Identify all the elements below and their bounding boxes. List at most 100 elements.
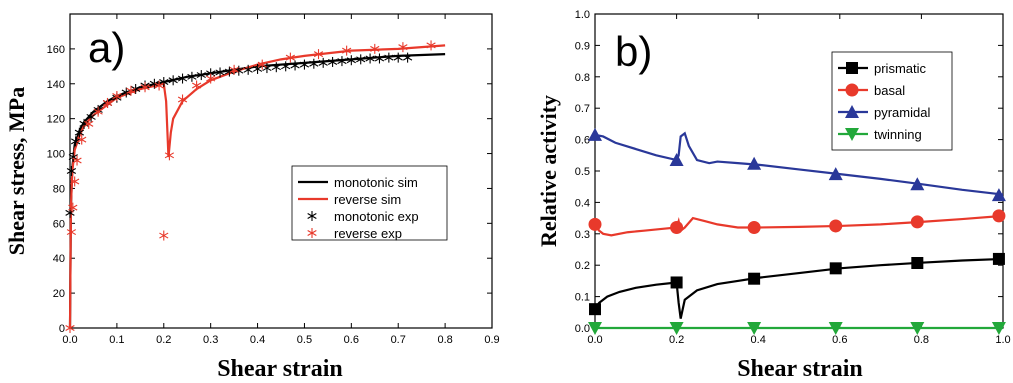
data-point-monotonic-exp	[384, 52, 394, 63]
data-point-reverse-exp	[426, 40, 436, 51]
data-point-reverse-exp	[159, 230, 169, 241]
data-point-reverse-exp	[342, 45, 352, 56]
legend-swatch-marker	[845, 83, 859, 97]
data-point-monotonic-exp	[215, 67, 225, 78]
series-line-pyramidal	[594, 131, 1004, 196]
data-point-twinning	[747, 322, 762, 335]
data-point-monotonic-exp	[402, 52, 413, 63]
data-point-monotonic-exp	[346, 55, 356, 66]
legend-swatch-marker	[307, 228, 317, 238]
panel-a-legend-box	[291, 165, 448, 241]
y-tick-label: 0.4	[575, 197, 590, 209]
x-tick-label: 1.0	[995, 334, 1010, 346]
data-point-reverse-exp	[313, 49, 324, 60]
legend-entry-label: basal	[874, 83, 905, 98]
data-point-reverse-exp	[164, 150, 175, 161]
data-point-reverse-exp	[140, 82, 150, 93]
y-tick-label: 0.2	[575, 260, 590, 272]
panel-b: b) Shear strain Relative activity 0.0 0.2…	[536, 9, 1011, 382]
data-point-reverse-exp	[257, 59, 267, 70]
data-point-monotonic-exp	[196, 70, 206, 81]
legend-entry-label: monotonic sim	[334, 175, 418, 190]
data-point-monotonic-exp	[299, 59, 310, 70]
data-point-reverse-exp	[112, 90, 122, 101]
data-point-basal	[992, 209, 1006, 223]
data-point-monotonic-exp	[309, 58, 319, 69]
y-tick-label: 160	[47, 44, 65, 56]
data-point-monotonic-exp	[243, 64, 253, 75]
panel-a-y-axis-title: Shear stress, MPa	[4, 87, 29, 255]
data-point-monotonic-exp	[177, 73, 188, 84]
data-point-reverse-exp	[126, 85, 136, 96]
legend-swatch-marker	[846, 62, 858, 74]
panel-b-ticks: 0.0 0.2 0.4 0.6 0.8 1.0 0.0 0.1 0.2 0.3 0.4 0.5 0.6 0…	[575, 9, 1011, 346]
y-tick-label: 20	[53, 288, 65, 300]
panel-a-label: a)	[88, 24, 125, 71]
panel-a-ticks: 0.0 0.1 0.2 0.3 0.4 0.5 0.6 0.7 0.8 0.9 0 20 40 60 80 1…	[47, 14, 500, 346]
data-point-reverse-exp	[93, 106, 103, 117]
data-point-reverse-exp	[206, 73, 216, 84]
data-point-twinning	[991, 322, 1006, 335]
data-point-reverse-exp	[370, 43, 380, 54]
y-tick-label: 140	[47, 79, 65, 91]
y-tick-label: 0.5	[575, 166, 590, 178]
data-point-reverse-exp	[84, 118, 94, 129]
y-tick-label: 0.0	[575, 323, 590, 335]
data-point-basal	[588, 217, 602, 231]
y-tick-label: 0.8	[575, 72, 590, 84]
series-line-prismatic	[594, 257, 1004, 319]
data-point-monotonic-exp	[337, 56, 347, 67]
x-tick-label: 0.0	[62, 334, 77, 346]
data-point-twinning	[910, 322, 925, 335]
data-point-twinning	[588, 322, 602, 335]
data-point-monotonic-exp	[318, 57, 328, 68]
data-point-monotonic-exp	[290, 60, 300, 71]
data-point-reverse-exp	[65, 323, 75, 333]
data-point-twinning	[828, 322, 843, 335]
x-tick-label: 0.5	[297, 334, 312, 346]
y-tick-label: 1.0	[575, 9, 590, 21]
panel-a: a) Shear strain Shear stress, MPa 0.0 0.1…	[4, 13, 500, 382]
data-point-monotonic-exp	[281, 61, 291, 72]
legend-entry-label: reverse exp	[334, 226, 402, 241]
data-point-prismatic	[589, 303, 601, 316]
data-point-monotonic-exp	[68, 152, 78, 163]
data-point-pyramidal	[669, 153, 684, 167]
x-tick-label: 0.3	[203, 334, 218, 346]
data-point-reverse-exp	[191, 80, 202, 91]
data-point-reverse-exp	[229, 64, 239, 75]
y-tick-label: 80	[53, 183, 65, 195]
data-point-reverse-exp	[154, 80, 164, 91]
panel-a-x-axis-title: Shear strain	[217, 356, 343, 382]
data-point-monotonic-exp	[271, 62, 281, 73]
y-tick-label: 0.3	[575, 229, 590, 241]
x-tick-label: 0.4	[250, 334, 265, 346]
data-point-monotonic-exp	[187, 71, 197, 82]
y-tick-label: 60	[53, 218, 65, 230]
data-point-twinning	[669, 322, 684, 335]
data-point-monotonic-exp	[74, 127, 85, 138]
panel-b-x-axis-title: Shear strain	[737, 356, 863, 382]
data-point-monotonic-exp	[131, 84, 141, 95]
legend-entry-label: pyramidal	[874, 105, 930, 120]
data-point-pyramidal	[828, 167, 843, 181]
panel-b-series	[588, 127, 1006, 335]
data-point-monotonic-exp	[86, 111, 96, 122]
legend-entry-label: monotonic exp	[334, 209, 419, 224]
data-point-reverse-exp	[285, 52, 296, 63]
data-point-monotonic-exp	[149, 78, 160, 89]
data-point-monotonic-exp	[159, 77, 169, 88]
data-point-monotonic-exp	[374, 53, 385, 64]
data-point-basal	[747, 221, 761, 235]
y-tick-label: 0.9	[575, 40, 590, 52]
data-point-prismatic	[992, 252, 1005, 265]
y-tick-label: 40	[53, 253, 65, 265]
data-point-monotonic-exp	[365, 53, 375, 64]
x-tick-label: 0.8	[914, 334, 929, 346]
legend-swatch-marker	[307, 211, 317, 221]
data-point-monotonic-exp	[168, 75, 178, 86]
y-tick-label: 0	[59, 323, 65, 335]
data-point-prismatic	[911, 257, 924, 270]
panel-b-y-axis-title: Relative activity	[536, 95, 561, 247]
